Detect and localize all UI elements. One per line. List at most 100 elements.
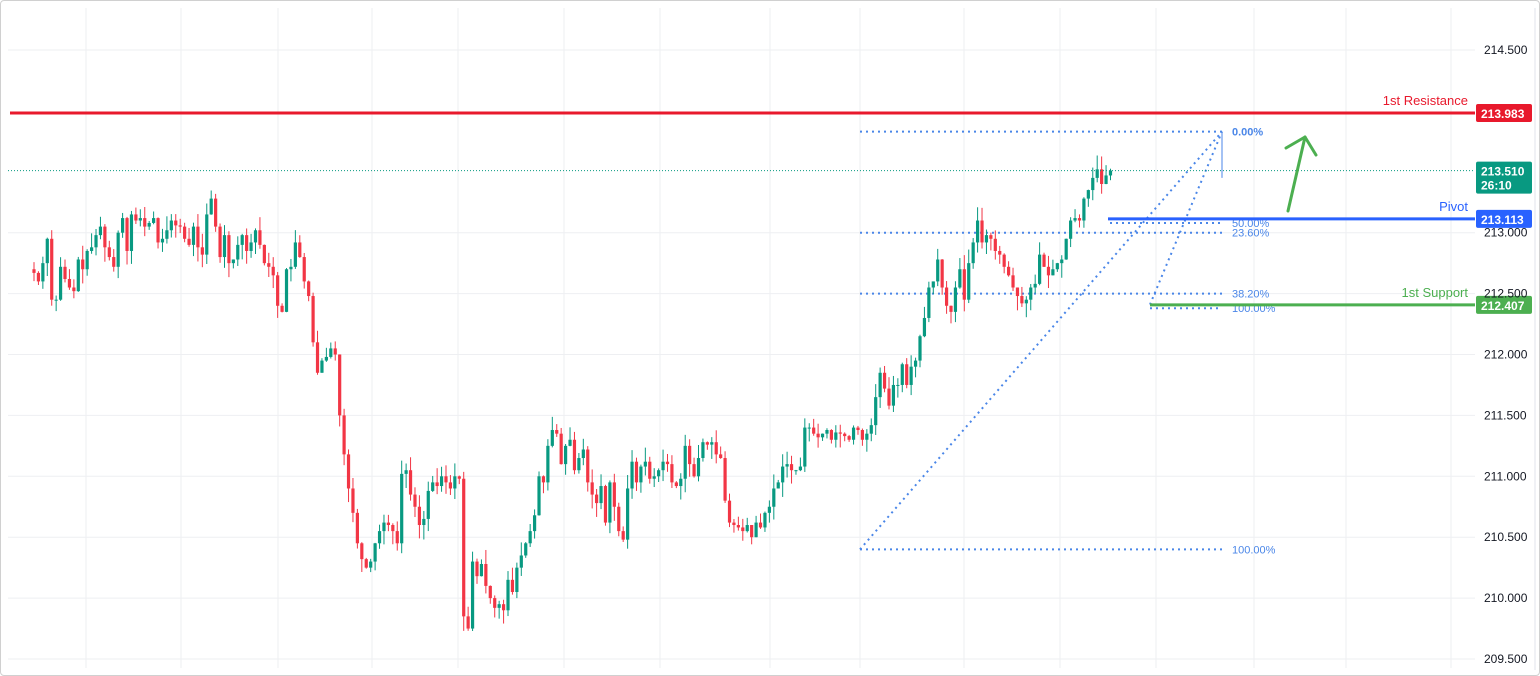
fib-level-label: 0.00% — [1232, 127, 1263, 139]
fib-trend-line — [859, 130, 1223, 551]
bullish-candle — [652, 476, 656, 479]
bullish-candle — [900, 364, 904, 385]
bullish-candle — [710, 442, 714, 445]
bearish-candle — [816, 433, 820, 438]
bullish-candle — [679, 478, 683, 487]
bearish-candle — [1042, 254, 1046, 267]
bearish-candle — [634, 461, 639, 483]
bullish-candle — [85, 250, 89, 270]
bullish-candle — [1029, 287, 1033, 300]
bullish-candle — [58, 266, 63, 300]
fibonacci-retracement[interactable]: 0.00%23.60%38.20%100.00%50.00%100.00% — [859, 127, 1276, 557]
bullish-candle — [798, 466, 802, 471]
bullish-candle — [506, 579, 510, 611]
bearish-candle — [342, 415, 346, 455]
bearish-candle — [178, 225, 182, 227]
bearish-candle — [719, 454, 723, 459]
up-arrow-icon[interactable] — [1286, 135, 1307, 213]
bearish-candle — [174, 220, 178, 226]
bearish-candle — [586, 449, 590, 483]
bearish-candle — [621, 531, 625, 540]
bullish-candle — [479, 563, 484, 577]
bullish-candle — [236, 244, 240, 260]
bearish-candle — [944, 287, 949, 306]
price-axis-tick: 212.000 — [1484, 348, 1528, 362]
annotations[interactable] — [1284, 135, 1318, 213]
bearish-candle — [298, 242, 302, 258]
bearish-candle — [280, 305, 284, 312]
bearish-candle — [187, 238, 191, 245]
bullish-candle — [745, 525, 749, 532]
bullish-candle — [497, 604, 501, 608]
horizontal-levels[interactable]: 1st Resistance 213.983 Pivot 213.113 1st Sup… — [8, 93, 1532, 314]
bearish-candle — [36, 272, 41, 282]
bearish-candle — [488, 585, 492, 599]
price-axis[interactable]: 214.500 213.000 212.500 212.000 211.500 211.0… — [1484, 43, 1528, 666]
bullish-candle — [608, 482, 612, 523]
bearish-candle — [1046, 266, 1051, 276]
bearish-candle — [727, 500, 732, 523]
bullish-candle — [191, 226, 196, 245]
bearish-candle — [648, 461, 652, 479]
bearish-candle — [572, 439, 577, 471]
bullish-candle — [767, 506, 771, 513]
bearish-candle — [50, 238, 54, 300]
bearish-candle — [998, 250, 1002, 255]
bullish-candle — [422, 518, 426, 526]
bullish-candle — [643, 461, 647, 467]
bearish-candle — [475, 561, 479, 577]
bearish-candle — [346, 454, 351, 489]
bullish-candle — [568, 439, 572, 446]
bullish-candle — [807, 427, 811, 429]
bearish-candle — [227, 235, 231, 264]
bearish-candle — [395, 531, 399, 544]
bullish-candle — [657, 470, 661, 477]
bearish-candle — [81, 259, 85, 270]
bearish-candle — [705, 442, 709, 445]
bullish-candle — [1104, 175, 1108, 184]
current-price-tag — [1476, 161, 1532, 194]
bearish-candle — [333, 348, 337, 355]
price-axis-tick: 213.000 — [1484, 226, 1528, 240]
bullish-candle — [373, 543, 377, 562]
bearish-candle — [843, 433, 847, 437]
bullish-candle — [289, 266, 293, 270]
bearish-candle — [435, 482, 439, 487]
bullish-candle — [524, 543, 528, 556]
bullish-candle — [546, 445, 550, 483]
bullish-candle — [869, 425, 873, 434]
bullish-candle — [953, 287, 958, 312]
candle-series — [32, 155, 1113, 632]
bullish-candle — [803, 427, 807, 467]
level-title: 1st Support — [1402, 285, 1469, 300]
bearish-candle — [484, 563, 488, 586]
price-tag-value: 213.983 — [1481, 107, 1525, 121]
bearish-candle — [417, 506, 422, 526]
bullish-candle — [967, 263, 971, 300]
bullish-candle — [1095, 169, 1099, 178]
bullish-candle — [1051, 269, 1055, 276]
bearish-candle — [245, 235, 249, 251]
bullish-candle — [865, 433, 869, 440]
bullish-candle — [54, 299, 58, 301]
bullish-candle — [1033, 283, 1037, 288]
price-tag — [1476, 209, 1532, 228]
bearish-candle — [688, 445, 692, 465]
bullish-candle — [781, 466, 785, 483]
bullish-candle — [404, 470, 408, 474]
bearish-candle — [829, 430, 833, 440]
bearish-candle — [590, 482, 594, 495]
bearish-candle — [196, 226, 200, 248]
price-tag — [1476, 103, 1532, 122]
bearish-candle — [1002, 254, 1006, 267]
bullish-candle — [1108, 170, 1113, 176]
bearish-candle — [125, 218, 129, 251]
bullish-candle — [532, 515, 537, 532]
bullish-candle — [630, 461, 634, 489]
bullish-candle — [971, 242, 975, 264]
bullish-candle — [537, 476, 541, 516]
bullish-candle — [129, 214, 134, 251]
bullish-candle — [169, 220, 173, 231]
bullish-candle — [515, 567, 519, 593]
